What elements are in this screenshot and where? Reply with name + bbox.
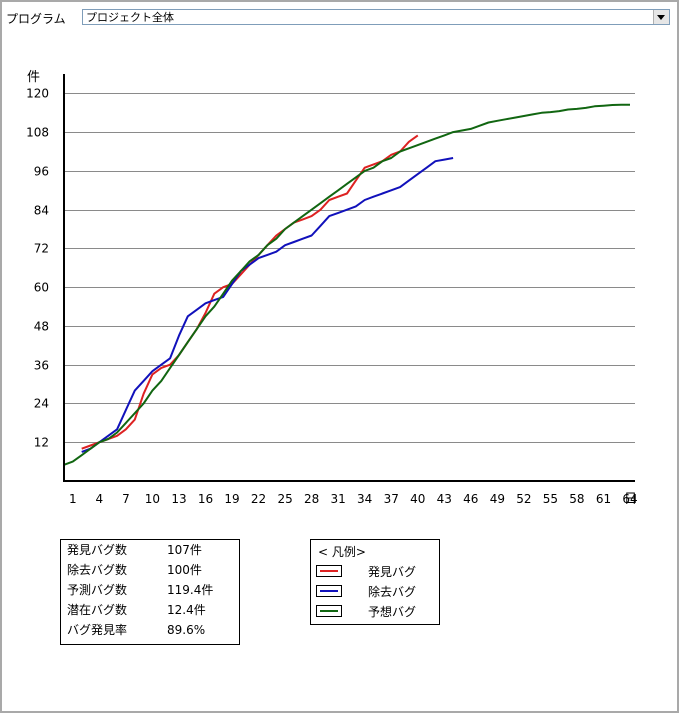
y-tick-label: 24 <box>34 397 49 411</box>
program-label: プログラム <box>6 12 66 26</box>
y-tick-label: 60 <box>34 281 49 295</box>
series-line-2 <box>81 157 454 453</box>
stat-label: 予測バグ数 <box>67 583 128 597</box>
y-axis-unit-label: 件 <box>27 70 40 85</box>
tick-labels: 12 24 36 48 60 72 84 96 108 120 1 4 7 10 13 16 19 22 25 28 3… <box>26 87 638 507</box>
legend-title: < 凡例> <box>318 545 366 559</box>
x-tick-label: 61 <box>596 492 611 506</box>
x-tick-label: 37 <box>384 492 399 506</box>
y-tick-label: 36 <box>34 359 49 373</box>
x-tick-label: 13 <box>171 492 186 506</box>
stat-value: 100件 <box>167 563 202 577</box>
stat-value: 119.4件 <box>167 583 214 597</box>
legend-swatch <box>316 565 342 577</box>
program-select[interactable]: プロジェクト全体 <box>82 9 670 25</box>
x-tick-label: 10 <box>145 492 160 506</box>
series-line-3 <box>63 103 630 466</box>
legend-swatch <box>316 585 342 597</box>
x-tick-label: 7 <box>122 492 130 506</box>
legend-label: 発見バグ <box>368 565 417 579</box>
x-axis-unit-label: 日 <box>624 492 637 507</box>
y-tick-label: 84 <box>34 204 49 218</box>
stat-label: 除去バグ数 <box>67 563 128 577</box>
x-tick-label: 43 <box>437 492 452 506</box>
y-tick-label: 72 <box>34 242 49 256</box>
x-tick-label: 28 <box>304 492 319 506</box>
legend-label: 予想バグ <box>368 605 417 619</box>
stats-panel: 発見バグ数 107件 除去バグ数 100件 予測バグ数 119.4件 潜在バグ数… <box>60 539 240 645</box>
x-tick-label: 46 <box>463 492 478 506</box>
stat-label: バグ発見率 <box>67 623 128 637</box>
x-tick-label: 19 <box>224 492 239 506</box>
axes <box>63 74 635 482</box>
legend-item-removed: 除去バグ <box>316 583 436 601</box>
x-tick-label: 16 <box>198 492 213 506</box>
stat-value: 12.4件 <box>167 603 206 617</box>
x-tick-label: 40 <box>410 492 425 506</box>
x-tick-label: 1 <box>69 492 77 506</box>
legend-label: 除去バグ <box>368 585 417 599</box>
chevron-down-icon <box>657 15 665 20</box>
x-tick-label: 52 <box>516 492 531 506</box>
series-line-1 <box>81 134 419 450</box>
legend-swatch-line <box>320 610 338 612</box>
grid-lines <box>64 93 635 443</box>
stat-value: 89.6% <box>167 623 206 637</box>
x-tick-label: 22 <box>251 492 266 506</box>
stat-value: 107件 <box>167 543 202 557</box>
series-lines <box>63 103 630 466</box>
legend-swatch-line <box>320 590 338 592</box>
stat-label: 発見バグ数 <box>67 543 128 557</box>
x-tick-label: 58 <box>569 492 584 506</box>
stat-label: 潜在バグ数 <box>67 603 128 617</box>
toolbar: プログラム プロジェクト全体 <box>2 2 677 32</box>
legend-swatch <box>316 605 342 617</box>
y-tick-label: 12 <box>34 436 49 450</box>
x-tick-label: 4 <box>96 492 104 506</box>
dropdown-button[interactable] <box>653 10 669 24</box>
y-tick-label: 48 <box>34 320 49 334</box>
program-select-value: プロジェクト全体 <box>86 11 174 24</box>
x-tick-label: 64 <box>622 492 637 506</box>
x-tick-label: 25 <box>277 492 292 506</box>
y-tick-label: 120 <box>26 87 49 101</box>
y-tick-label: 96 <box>34 165 49 179</box>
x-tick-label: 49 <box>490 492 505 506</box>
legend-panel: < 凡例> 発見バグ 除去バグ 予想バグ <box>310 539 440 625</box>
x-tick-label: 55 <box>543 492 558 506</box>
legend-item-predicted: 予想バグ <box>316 603 436 621</box>
y-tick-label: 108 <box>26 126 49 140</box>
legend-swatch-line <box>320 570 338 572</box>
x-tick-label: 34 <box>357 492 372 506</box>
x-tick-label: 31 <box>331 492 346 506</box>
legend-item-found: 発見バグ <box>316 563 436 581</box>
